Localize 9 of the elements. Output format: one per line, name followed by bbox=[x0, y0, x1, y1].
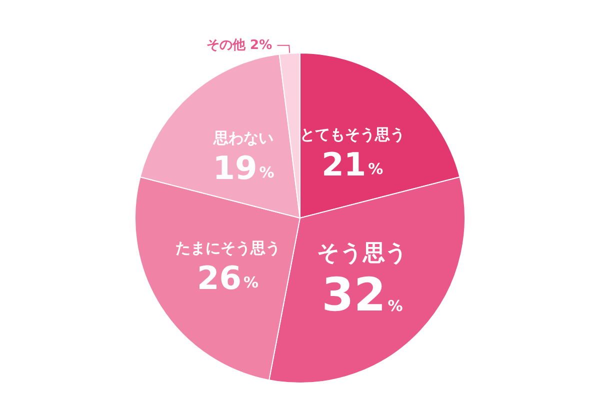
data-label: 19% bbox=[212, 148, 274, 187]
data-label: 26% bbox=[197, 258, 259, 297]
data-label: 21% bbox=[322, 145, 384, 184]
slice-label: たまにそう思う bbox=[175, 238, 280, 257]
slice-label: 思わない bbox=[212, 128, 274, 147]
slice-label: とてもそう思う bbox=[300, 125, 405, 144]
data-label: 32% bbox=[322, 268, 403, 322]
slice-label: そう思う bbox=[316, 241, 408, 266]
slice-label: その他 2% bbox=[206, 38, 272, 53]
